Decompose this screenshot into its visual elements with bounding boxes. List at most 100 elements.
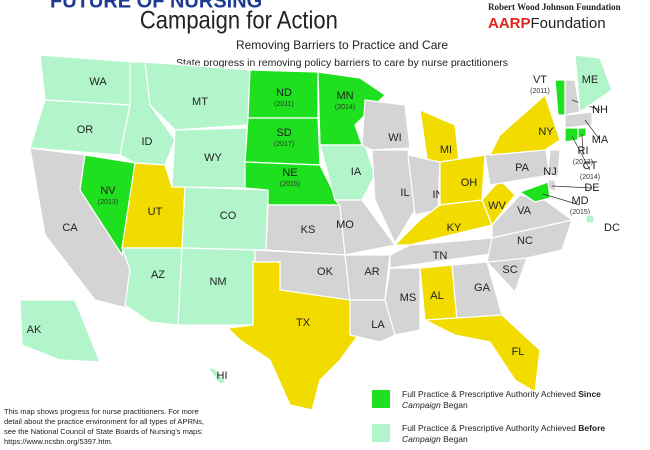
- sponsor-logo: AARPFoundation: [488, 15, 606, 32]
- state-label: MT: [192, 96, 208, 108]
- state: [144, 61, 251, 131]
- legend-text: Campaign Began: [402, 434, 468, 444]
- state-label: KY: [447, 222, 462, 234]
- state: [564, 127, 579, 143]
- state-label: AK: [27, 324, 42, 336]
- state: [491, 194, 574, 239]
- state-year: (2013): [573, 159, 593, 166]
- state: [585, 214, 595, 224]
- note-line: detail about the practice environment fo…: [4, 417, 204, 426]
- state: [333, 199, 397, 256]
- state-label: IL: [400, 187, 409, 199]
- state-label: ID: [142, 136, 153, 148]
- state-year: (2017): [274, 141, 294, 148]
- state-label: GA: [474, 282, 491, 294]
- state-label: WY: [204, 152, 222, 164]
- state-label: SC: [502, 264, 517, 276]
- state-label: MD: [571, 195, 588, 207]
- state-label: WI: [388, 132, 401, 144]
- legend-text-italic: Campaign: [402, 400, 441, 410]
- state: [422, 314, 541, 393]
- legend-text-part: Began: [441, 400, 468, 410]
- sponsor: Robert Wood Johnson Foundation: [488, 2, 621, 12]
- legend-text-part: Began: [441, 434, 468, 444]
- state-label: ND: [276, 87, 292, 99]
- legend-text-italic: Campaign: [402, 434, 441, 444]
- title: Campaign for Action: [140, 6, 338, 34]
- leader-line: [571, 135, 591, 171]
- state-label: HI: [217, 370, 228, 382]
- description: State progress in removing policy barrie…: [176, 57, 508, 69]
- state-label: PA: [515, 162, 530, 174]
- state-year: (2013): [98, 199, 118, 206]
- subtitle: Removing Barriers to Practice and Care: [236, 38, 448, 52]
- note: This map shows progress for nurse practi…: [4, 407, 204, 446]
- state: [226, 261, 363, 411]
- state: [547, 149, 561, 180]
- state: [206, 367, 228, 385]
- state-label: MA: [592, 134, 609, 146]
- state-label: MS: [400, 292, 417, 304]
- state-label: MI: [440, 144, 452, 156]
- legend-text-emphasis: Before: [578, 423, 605, 433]
- state-label: NC: [517, 235, 533, 247]
- state: [481, 179, 516, 227]
- state: [39, 54, 136, 106]
- state: [19, 299, 101, 363]
- state-label: WA: [89, 76, 107, 88]
- legend-swatch: [372, 424, 390, 442]
- state: [554, 79, 566, 116]
- state-year: (2015): [570, 209, 590, 216]
- state-label: MN: [336, 90, 353, 102]
- state-label: LA: [371, 319, 385, 331]
- state: [574, 54, 613, 114]
- legend-text: Campaign Began: [402, 400, 468, 410]
- state-label: UT: [148, 206, 163, 218]
- state-label: NY: [538, 126, 554, 138]
- state-year: (2014): [335, 104, 355, 111]
- state-year: (2014): [580, 174, 600, 181]
- legend-text: Full Practice & Prescriptive Authority A…: [402, 389, 601, 399]
- state-label: VT: [533, 74, 547, 86]
- legend: Full Practice & Prescriptive Authority A…: [372, 389, 605, 444]
- state-label: NV: [100, 185, 116, 197]
- state-label: WV: [488, 200, 506, 212]
- state-label: NH: [592, 104, 608, 116]
- state-label: FL: [512, 346, 525, 358]
- logo-mark: AARP: [488, 15, 531, 32]
- state-label: NE: [282, 167, 297, 179]
- state-label: RI: [578, 145, 589, 157]
- state-label: OH: [461, 177, 478, 189]
- state: [384, 267, 421, 336]
- us-map: WA OR CA NV (2013) ID MT WY UT CO AZ NM ND (2011) SD (2…: [19, 54, 620, 411]
- legend-text: Full Practice & Prescriptive Authority A…: [402, 423, 605, 433]
- logo-name: Foundation: [531, 15, 606, 32]
- state-label: CA: [62, 222, 78, 234]
- state-label: NJ: [543, 166, 556, 178]
- state-label: TX: [296, 317, 311, 329]
- state: [121, 247, 183, 326]
- state-label: VA: [517, 205, 532, 217]
- state: [79, 154, 136, 257]
- state: [564, 111, 593, 129]
- state-label: NM: [209, 276, 226, 288]
- state-label: TN: [433, 250, 448, 262]
- state-label: CT: [583, 160, 598, 172]
- state-label: DC: [604, 222, 620, 234]
- leader-line: [551, 185, 593, 189]
- note-line: https://www.ncsbn.org/5397.htm.: [4, 437, 113, 446]
- state-label: OR: [77, 124, 94, 136]
- legend-swatch: [372, 390, 390, 408]
- state-label: KS: [301, 224, 316, 236]
- state-year: (2011): [530, 88, 550, 95]
- legend-text-part: Full Practice & Prescriptive Authority A…: [402, 389, 578, 399]
- state-label: AL: [430, 290, 443, 302]
- state-label: IN: [433, 189, 444, 201]
- kicker: FUTURE OF NURSING: [50, 0, 262, 12]
- state: [371, 149, 416, 245]
- state: [319, 144, 376, 201]
- state-label: AR: [364, 266, 379, 278]
- state-label: IA: [351, 166, 362, 178]
- state: [577, 127, 587, 139]
